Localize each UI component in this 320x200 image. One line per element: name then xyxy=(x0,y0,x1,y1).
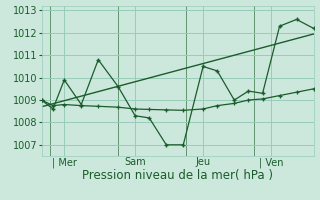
X-axis label: Pression niveau de la mer( hPa ): Pression niveau de la mer( hPa ) xyxy=(82,169,273,182)
